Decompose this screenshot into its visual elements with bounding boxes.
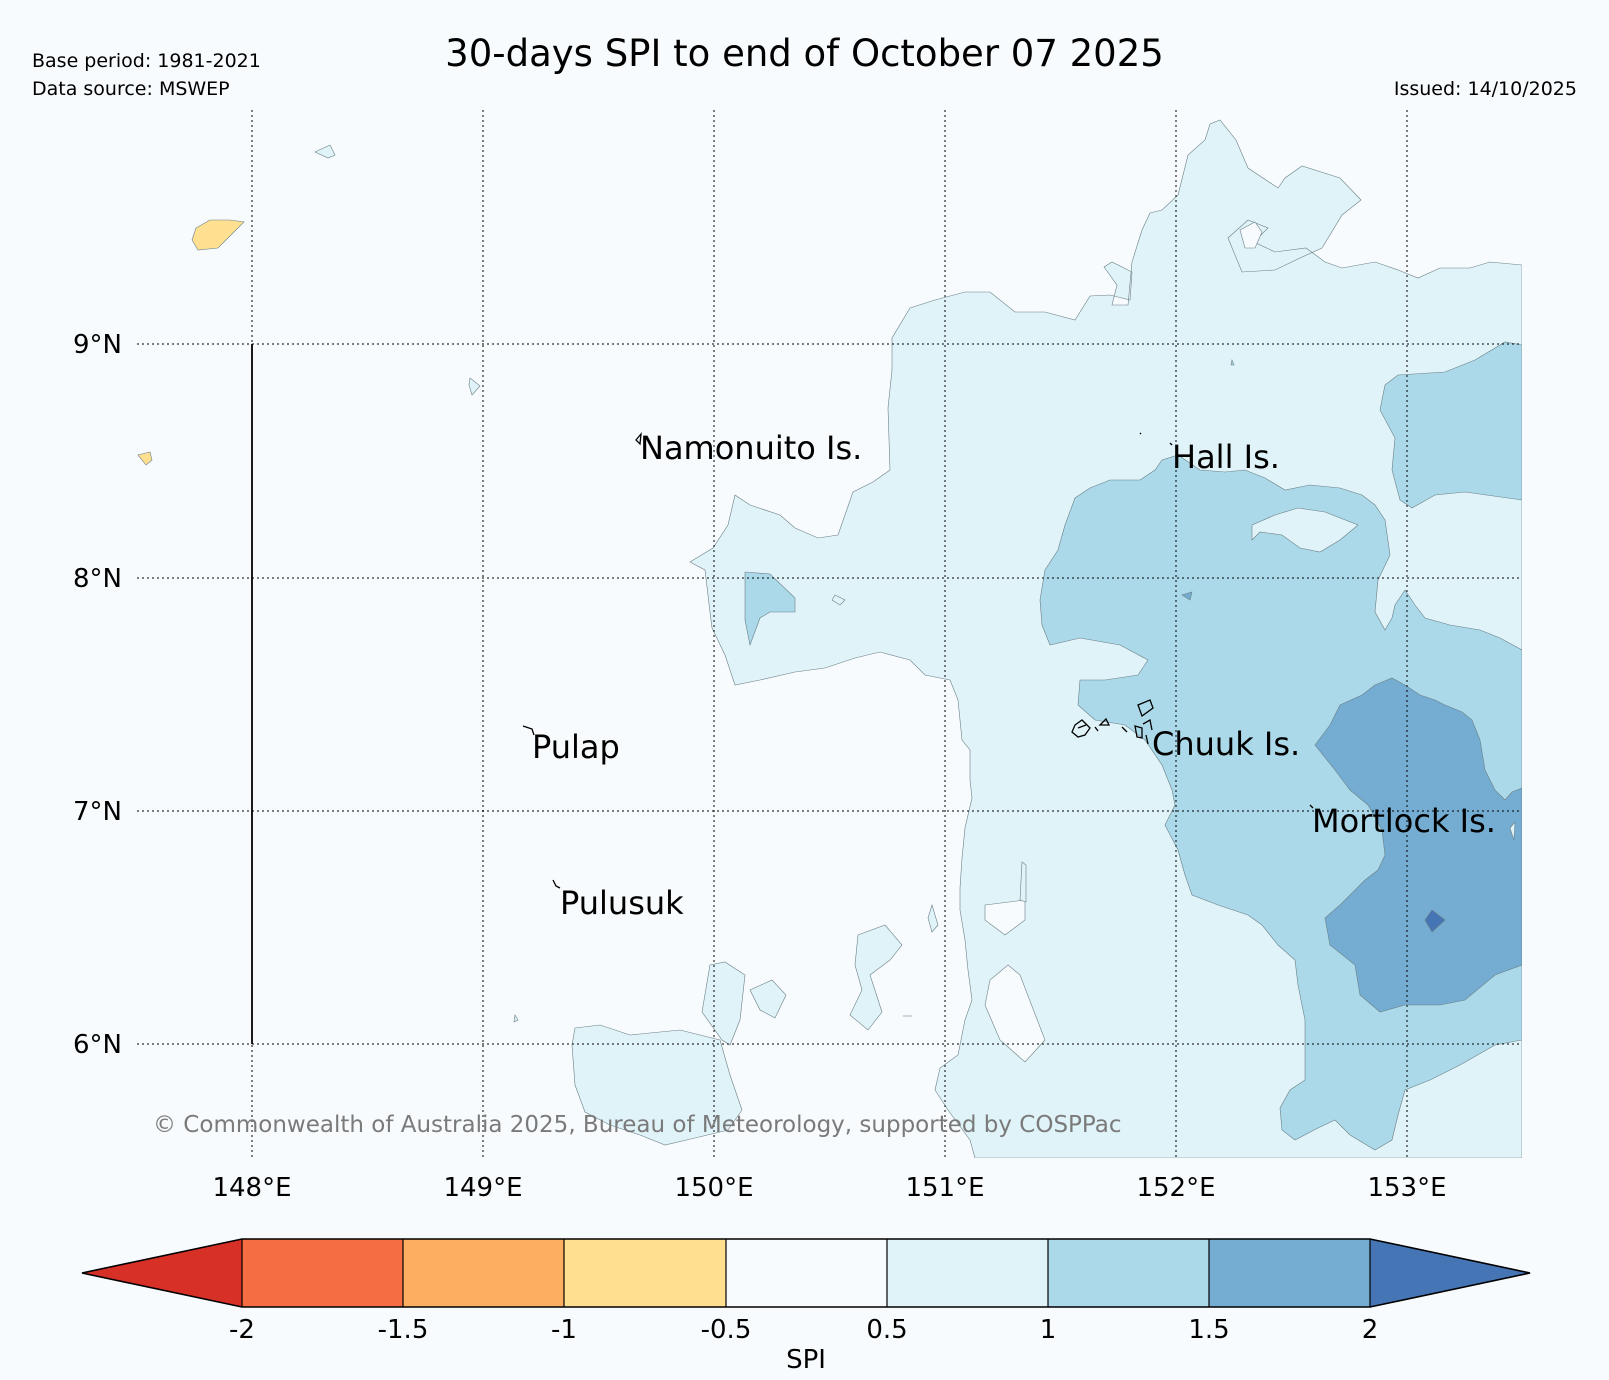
spi-patch-light (468, 377, 481, 396)
spi-patch-light (571, 1024, 743, 1146)
spi-patch-light (513, 1014, 519, 1023)
colorbar-swatch (887, 1239, 1048, 1307)
colorbar-swatch (1209, 1239, 1370, 1307)
map-area (137, 119, 1522, 1158)
spi-patch-light (1019, 861, 1027, 903)
lon-tick-label: 148°E (212, 1173, 291, 1203)
colorbar-tick-label: -1 (551, 1315, 577, 1345)
spi-patch-medium (1230, 358, 1235, 366)
spi-patch-light (831, 594, 846, 606)
place-label-pulap: Pulap (532, 728, 620, 766)
spi-patch-light (1509, 821, 1516, 841)
colorbar-swatch-low-extend (82, 1239, 242, 1307)
place-label-hall: Hall Is. (1172, 438, 1280, 476)
place-label-namonuito: Namonuito Is. (640, 429, 862, 467)
spi-patch-light (749, 979, 787, 1019)
spi-region-dark (1314, 677, 1522, 1013)
issued-date: Issued: 14/10/2025 (1393, 78, 1577, 100)
lon-tick-label: 150°E (674, 1173, 753, 1203)
colorbar: -2 -1.5 -1 -0.5 0.5 1 1.5 2 SPI (81, 1238, 1531, 1375)
lat-tick-label: 9°N (73, 330, 122, 360)
colorbar-swatch-high-extend (1370, 1239, 1530, 1307)
colorbar-swatch (242, 1239, 403, 1307)
colorbar-tick-label: 2 (1362, 1315, 1379, 1345)
colorbar-swatch (726, 1239, 887, 1307)
lat-tick-label: 7°N (73, 797, 122, 827)
spi-region-medium-gap (1251, 507, 1359, 553)
spi-patch-medium (1181, 591, 1193, 601)
data-source-note: Data source: MSWEP (32, 78, 230, 100)
copyright-note: © Commonwealth of Australia 2025, Bureau… (153, 1112, 1122, 1138)
colorbar-swatch (1048, 1239, 1209, 1307)
spi-region-light-gap (984, 964, 1046, 1063)
colorbar-swatch (403, 1239, 564, 1307)
spi-patch-dry (191, 219, 245, 251)
colorbar-tick-label: -2 (229, 1315, 255, 1345)
gridlines (137, 110, 1522, 1158)
colorbar-tick-label: 0.5 (866, 1315, 907, 1345)
base-period-note: Base period: 1981-2021 (32, 50, 261, 72)
spi-region-medium (1379, 341, 1522, 509)
place-label-chuuk: Chuuk Is. (1152, 725, 1300, 763)
place-label-mortlock: Mortlock Is. (1312, 802, 1496, 840)
place-label-pulusuk: Pulusuk (560, 884, 684, 922)
spi-region-light-gap (1239, 221, 1263, 249)
atoll-outlines (522, 431, 1314, 889)
lon-tick-label: 152°E (1136, 1173, 1215, 1203)
lat-tick-label: 6°N (73, 1030, 122, 1060)
spi-patch-dry (137, 451, 153, 466)
colorbar-title: SPI (786, 1345, 826, 1375)
spi-patch-light (849, 924, 903, 1031)
spi-patch-light (927, 903, 939, 933)
colorbar-tick-label: 1 (1040, 1315, 1057, 1345)
colorbar-swatch (564, 1239, 726, 1307)
colorbar-tick-label: 1.5 (1188, 1315, 1229, 1345)
spi-region-medium (744, 571, 796, 647)
colorbar-tick-label: -0.5 (701, 1315, 752, 1345)
lat-tick-label: 8°N (73, 564, 122, 594)
lon-tick-label: 153°E (1367, 1173, 1446, 1203)
lon-tick-label: 151°E (905, 1173, 984, 1203)
colorbar-tick-label: -1.5 (378, 1315, 429, 1345)
spi-region-light-gap (984, 899, 1026, 936)
spi-patch-light (314, 144, 336, 159)
spi-region-darkest (1424, 909, 1446, 933)
spi-patch-light (701, 961, 746, 1046)
lon-tick-label: 149°E (443, 1173, 522, 1203)
map-title: 30-days SPI to end of October 07 2025 (445, 32, 1164, 75)
